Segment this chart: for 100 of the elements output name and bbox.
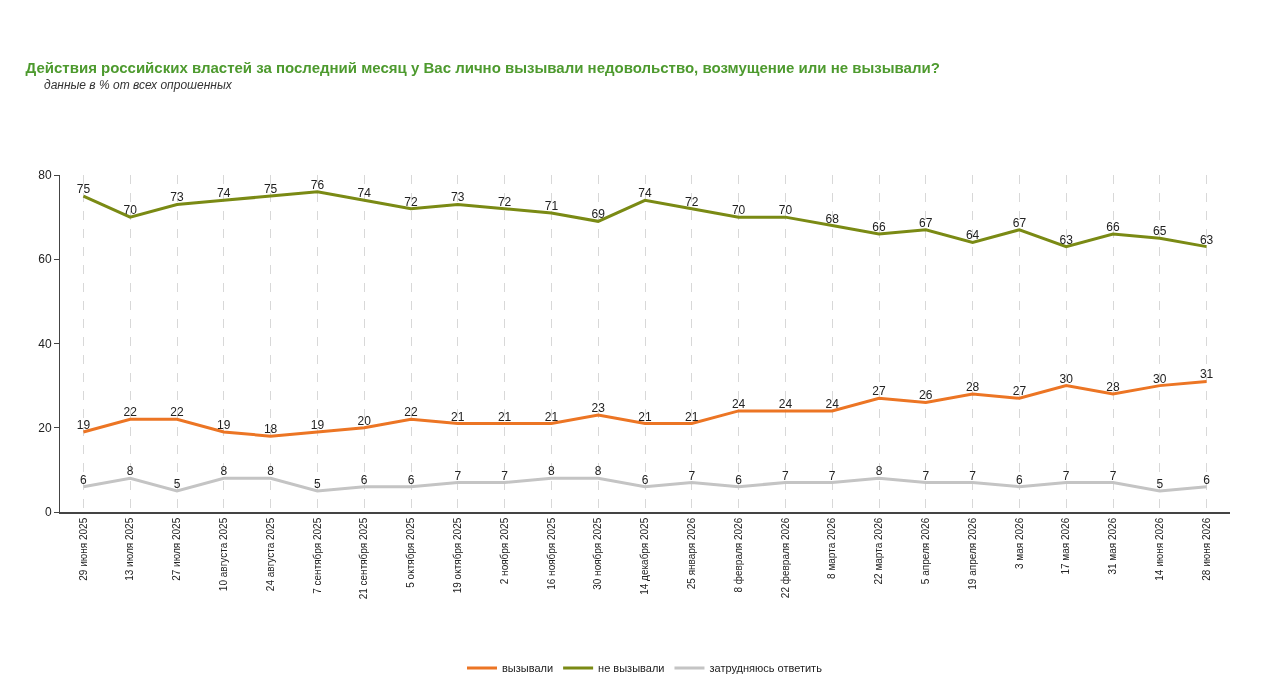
data-label: 7 (1109, 468, 1117, 483)
data-label: 27 (872, 384, 886, 399)
x-tick-label: 28 июня 2026 (1200, 517, 1212, 581)
data-label: 73 (170, 190, 184, 205)
data-label: 8 (267, 464, 275, 479)
data-label: 72 (685, 194, 699, 209)
data-label: 74 (357, 186, 372, 201)
data-label: 7 (828, 468, 836, 483)
x-tick-label: 2 ноября 2025 (498, 517, 510, 585)
data-label: 76 (310, 177, 325, 192)
data-label: 68 (825, 211, 840, 226)
data-label: 6 (1016, 472, 1024, 487)
x-tick-label: 30 ноября 2025 (592, 517, 604, 590)
data-label: 75 (263, 182, 278, 197)
data-label: 67 (919, 215, 933, 230)
x-tick-label: 24 августа 2025 (264, 517, 276, 592)
legend-label: затрудняюсь ответить (709, 662, 823, 675)
data-label: 66 (872, 219, 886, 234)
data-label: 5 (173, 476, 181, 491)
data-label: 74 (638, 186, 652, 201)
data-label: 74 (217, 186, 231, 201)
data-label: 6 (407, 472, 415, 487)
data-label: 26 (919, 388, 933, 403)
data-label: 71 (544, 198, 559, 213)
y-tick-label: 20 (38, 420, 52, 435)
x-tick-label: 19 апреля 2026 (966, 517, 978, 590)
data-label: 28 (1106, 380, 1120, 395)
data-label: 7 (501, 468, 509, 483)
x-tick-label: 17 мая 2026 (1060, 517, 1072, 575)
y-tick-label: 80 (38, 168, 52, 183)
data-label: 8 (875, 464, 883, 479)
x-tick-label: 7 сентября 2025 (311, 517, 323, 594)
x-tick-label: 29 июня 2025 (77, 517, 89, 581)
x-tick-label: 16 ноября 2025 (545, 517, 557, 590)
data-label: 6 (1203, 472, 1211, 487)
x-tick-label: 14 июня 2026 (1154, 517, 1166, 581)
data-label: 20 (357, 413, 372, 428)
y-tick-label: 0 (44, 505, 52, 520)
data-label: 21 (451, 409, 465, 424)
x-tick-label: 22 марта 2026 (873, 517, 885, 585)
data-label: 21 (638, 409, 652, 424)
data-label: 7 (969, 468, 977, 483)
data-label: 7 (922, 468, 930, 483)
data-label: 19 (76, 417, 91, 432)
data-label: 31 (1199, 367, 1214, 382)
data-label: 6 (735, 472, 743, 487)
data-label: 65 (1153, 224, 1167, 239)
data-label: 30 (1153, 371, 1167, 386)
x-tick-label: 10 августа 2025 (218, 517, 230, 592)
data-label: 8 (594, 464, 602, 479)
data-label: 30 (1059, 371, 1074, 386)
data-label: 70 (778, 203, 793, 218)
data-label: 7 (782, 468, 790, 483)
data-label: 73 (451, 190, 465, 205)
data-label: 64 (965, 228, 980, 243)
y-tick-label: 40 (38, 336, 52, 351)
legend-label: вызывали (502, 662, 554, 675)
data-label: 66 (1106, 219, 1120, 234)
x-tick-label: 14 декабря 2025 (639, 517, 651, 595)
chart-subtitle: данные в % от всех опрошенных (44, 78, 233, 92)
data-label: 5 (1156, 476, 1164, 491)
data-label: 23 (591, 401, 606, 416)
data-label: 21 (544, 409, 559, 424)
x-tick-label: 8 февраля 2026 (732, 517, 744, 593)
data-label: 63 (1059, 232, 1074, 247)
data-label: 28 (965, 380, 980, 395)
legend-label: не вызывали (598, 662, 665, 675)
data-label: 19 (310, 417, 325, 432)
data-label: 22 (170, 405, 184, 420)
x-tick-label: 8 марта 2026 (826, 517, 838, 579)
x-tick-label: 3 мая 2026 (1013, 517, 1025, 569)
chart-title: Действия российских властей за последний месяц у Вас лично вызывали недовольство, возмущение или не вызывали? (25, 58, 940, 76)
data-label: 21 (685, 409, 699, 424)
data-label: 22 (404, 405, 418, 420)
data-label: 63 (1199, 232, 1214, 247)
data-label: 8 (548, 464, 556, 479)
data-label: 7 (688, 468, 696, 483)
data-label: 8 (126, 464, 134, 479)
x-tick-label: 5 октября 2025 (405, 517, 417, 588)
data-label: 67 (1012, 215, 1027, 230)
data-label: 6 (641, 472, 649, 487)
data-label: 21 (497, 409, 512, 424)
y-tick-label: 60 (38, 252, 52, 267)
data-label: 6 (360, 472, 368, 487)
data-label: 27 (1012, 384, 1027, 399)
data-label: 72 (404, 194, 418, 209)
x-tick-label: 19 октября 2025 (452, 517, 464, 594)
x-tick-label: 25 января 2026 (686, 517, 698, 590)
x-tick-label: 13 июля 2025 (124, 517, 136, 581)
data-label: 7 (1062, 468, 1070, 483)
data-label: 24 (825, 396, 840, 411)
data-label: 5 (314, 476, 322, 491)
x-tick-label: 27 июля 2025 (171, 517, 183, 581)
data-label: 8 (220, 464, 228, 479)
data-label: 70 (123, 203, 138, 218)
x-tick-label: 5 апреля 2026 (920, 517, 932, 585)
data-label: 70 (731, 203, 746, 218)
x-tick-label: 21 сентября 2025 (358, 517, 370, 600)
data-label: 18 (263, 422, 278, 437)
x-tick-label: 22 февраля 2026 (779, 517, 791, 599)
